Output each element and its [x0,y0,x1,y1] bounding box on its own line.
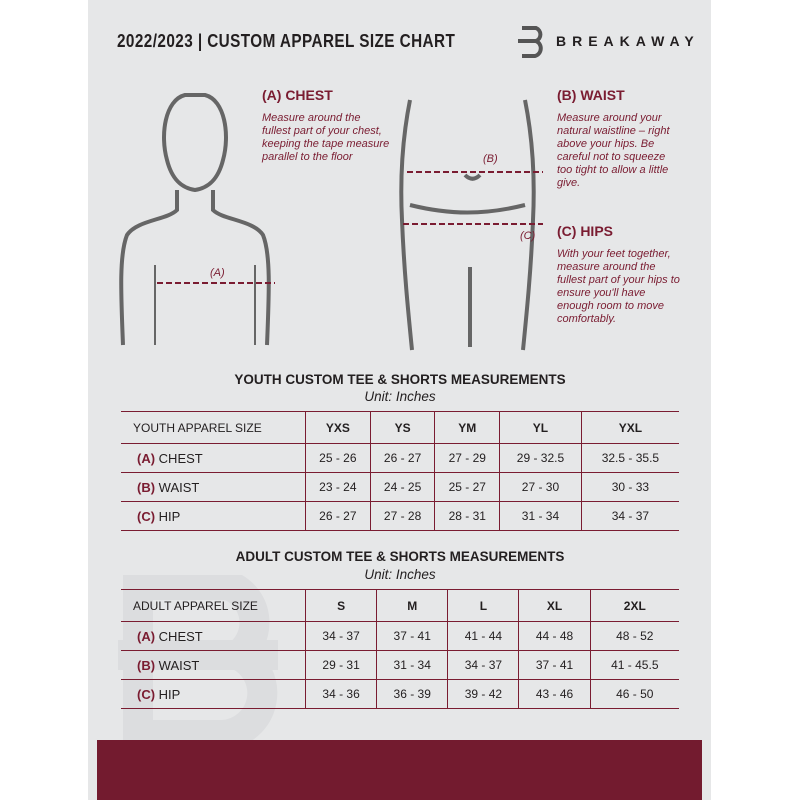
table-cell: 37 - 41 [518,650,591,680]
table-cell: 44 - 48 [518,621,591,651]
hips-marker: (C) [520,230,536,242]
table-cell: 34 - 37 [580,501,679,531]
column-header: 2XL [589,589,679,622]
row-name: WAIST [158,657,200,673]
table-cell: 25 - 26 [305,443,371,473]
row-letter: (A) [137,450,156,466]
column-header: YXS [305,411,371,444]
column-header: YXL [580,411,679,444]
hips-description: With your feet together, measure around … [557,248,680,325]
chest-description: Measure around the fullest part of your … [262,112,390,163]
table-cell: 31 - 34 [376,650,448,680]
table-cell: 29 - 32.5 [499,443,582,473]
table-row: (C) HIP 26 - 27 27 - 28 28 - 31 31 - 34 34 - … [121,501,679,531]
footer-bar [97,740,702,800]
table-cell: 41 - 45.5 [589,650,679,680]
adult-unit: Unit: Inches [364,567,436,582]
table-row: (A) CHEST 34 - 37 37 - 41 41 - 44 44 - 48 48 … [121,621,679,651]
row-label: (A) CHEST [121,443,306,473]
waist-description: Measure around your natural waistline – … [557,112,670,189]
adult-section-title: ADULT CUSTOM TEE & SHORTS MEASUREMENTS [235,549,565,564]
table-cell: 31 - 34 [499,501,582,531]
breakaway-logo-icon [518,26,543,58]
row-label: (C) HIP [121,501,306,531]
table-cell: 41 - 44 [447,621,519,651]
row-letter: (B) [137,479,156,495]
column-header: YOUTH APPAREL SIZE [121,411,306,444]
table-cell: 34 - 37 [304,621,377,651]
youth-unit: Unit: Inches [364,389,436,404]
chest-title: (A) CHEST [262,87,333,103]
row-name: CHEST [158,628,203,644]
column-header: YS [369,411,435,444]
row-letter: (C) [137,686,156,702]
column-header: ADULT APPAREL SIZE [121,589,306,622]
column-header: L [447,589,519,622]
page-title: 2022/2023 | CUSTOM APPAREL SIZE CHART [117,31,456,51]
table-header-row: ADULT APPAREL SIZE S M L XL 2XL [121,589,679,622]
column-header: M [376,589,448,622]
row-label: (B) WAIST [121,650,306,680]
row-label: (B) WAIST [121,472,306,502]
row-letter: (A) [137,628,156,644]
table-cell: 23 - 24 [305,472,371,502]
column-header: YL [499,411,582,444]
table-row: (B) WAIST 23 - 24 24 - 25 25 - 27 27 - 30 30 … [121,472,679,502]
row-name: WAIST [158,479,200,495]
table-cell: 39 - 42 [447,679,519,709]
column-header: S [304,589,377,622]
chest-marker: (A) [210,267,225,279]
youth-size-table: YOUTH APPAREL SIZE YXS YS YM YL YXL (A) CHES… [121,411,679,531]
table-cell: 34 - 37 [447,650,519,680]
table-cell: 30 - 33 [580,472,679,502]
table-cell: 26 - 27 [305,501,371,531]
waist-title: (B) WAIST [557,87,625,103]
table-cell: 25 - 27 [434,472,500,502]
table-row: (A) CHEST 25 - 26 26 - 27 27 - 29 29 - 32.5 3… [121,443,679,473]
table-cell: 29 - 31 [304,650,377,680]
table-cell: 27 - 28 [369,501,435,531]
table-cell: 28 - 31 [434,501,500,531]
table-cell: 27 - 30 [499,472,582,502]
row-label: (A) CHEST [121,621,306,651]
lower-body-figure [399,99,543,351]
table-cell: 24 - 25 [369,472,435,502]
table-cell: 26 - 27 [369,443,435,473]
row-label: (C) HIP [121,679,306,709]
row-name: HIP [158,686,181,702]
table-header-row: YOUTH APPAREL SIZE YXS YS YM YL YXL [121,411,679,444]
adult-size-table: ADULT APPAREL SIZE S M L XL 2XL (A) CHEST 34 … [121,589,679,709]
hips-title: (C) HIPS [557,223,613,239]
row-name: HIP [158,508,181,524]
table-cell: 37 - 41 [376,621,448,651]
table-cell: 43 - 46 [518,679,591,709]
upper-body-figure [119,93,275,346]
table-cell: 32.5 - 35.5 [580,443,679,473]
brand-name: BREAKAWAY [556,33,700,49]
table-cell: 34 - 36 [304,679,377,709]
table-row: (B) WAIST 29 - 31 31 - 34 34 - 37 37 - 41 41 … [121,650,679,680]
row-letter: (C) [137,508,156,524]
column-header: XL [518,589,591,622]
youth-section-title: YOUTH CUSTOM TEE & SHORTS MEASUREMENTS [234,372,566,387]
table-cell: 36 - 39 [376,679,448,709]
table-cell: 46 - 50 [589,679,679,709]
waist-marker: (B) [483,153,498,165]
row-name: CHEST [158,450,203,466]
column-header: YM [434,411,500,444]
row-letter: (B) [137,657,156,673]
table-cell: 27 - 29 [434,443,500,473]
table-row: (C) HIP 34 - 36 36 - 39 39 - 42 43 - 46 46 - … [121,679,679,709]
table-cell: 48 - 52 [589,621,679,651]
